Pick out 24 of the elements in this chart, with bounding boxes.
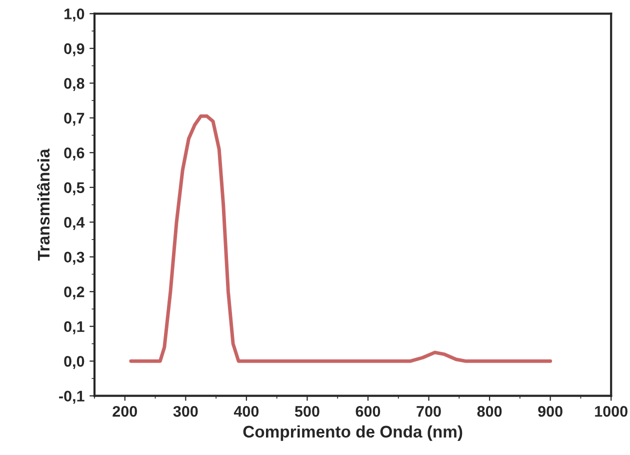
x-tick-label: 200 [112, 406, 138, 417]
y-tick-label: 0,5 [64, 182, 84, 196]
x-axis-title: Comprimento de Onda (nm) [243, 425, 462, 441]
y-tick-label: -0,1 [59, 390, 84, 404]
y-tick-label: 1,0 [64, 8, 84, 22]
x-tick-label: 500 [294, 406, 320, 417]
x-tick-label: 700 [416, 406, 441, 417]
x-tick-label: 600 [356, 406, 380, 417]
y-tick-label: 0,0 [64, 356, 84, 370]
y-tick-label: 0,3 [64, 252, 84, 265]
y-tick-label: 0,9 [64, 43, 84, 56]
y-axis-title: Transmitância [37, 148, 50, 261]
y-tick-label: 0,7 [64, 112, 84, 126]
x-tick-label: 800 [477, 406, 502, 417]
x-tick-label: 400 [234, 406, 259, 417]
y-tick-label: 0,4 [64, 216, 85, 230]
y-tick-label: 0,2 [64, 286, 84, 300]
x-tick-label: 300 [173, 406, 198, 417]
y-tick-label: 0,1 [64, 321, 84, 334]
y-tick-label: 0,8 [64, 78, 84, 92]
x-tick-label: 1000 [595, 406, 628, 417]
y-tick-label: 0,6 [64, 148, 84, 161]
line-series [129, 114, 552, 363]
x-tick-label: 900 [538, 406, 562, 417]
